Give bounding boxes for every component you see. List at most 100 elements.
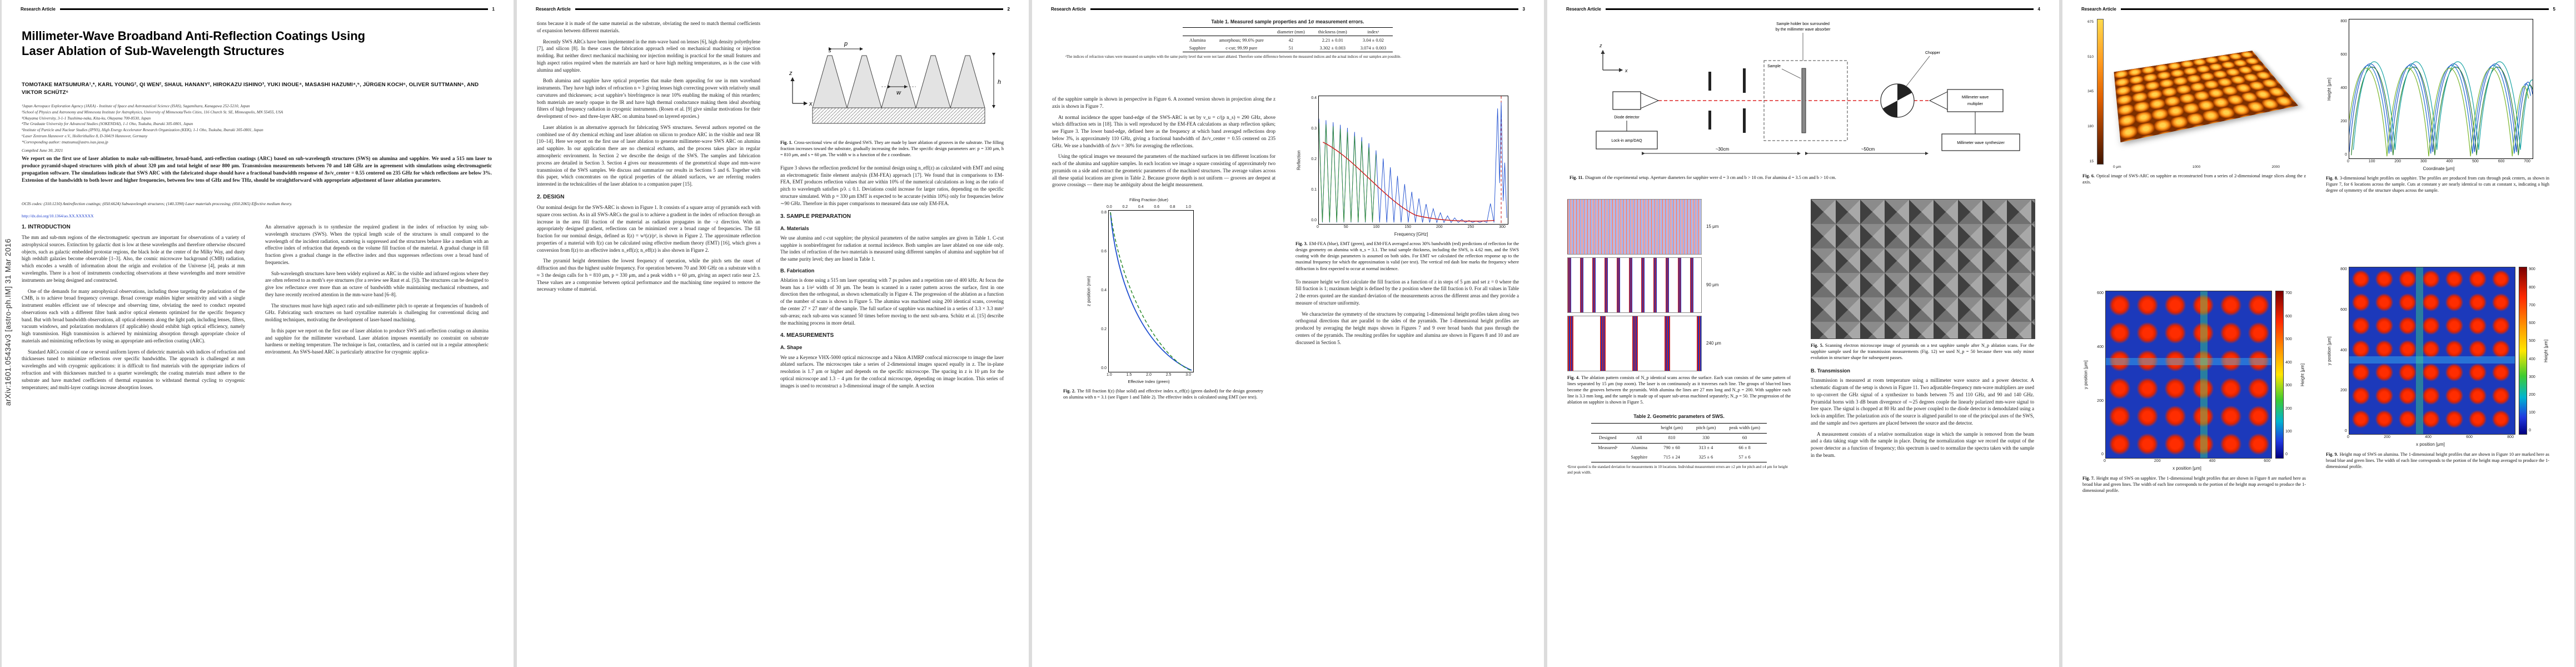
experimental-setup-diagram: z x Diode detector Lock-in amp/DAQ Sampl… <box>1596 22 2020 155</box>
figure-5: Fig. 5. Scanning electron microscope imag… <box>1811 199 2035 361</box>
table-cell: 60 <box>1742 435 1747 441</box>
paragraph: The structures must have high aspect rat… <box>265 302 489 323</box>
fig6-colorbar <box>2097 19 2104 165</box>
column-right: An alternative approach is to synthesize… <box>265 223 489 645</box>
page-header: Research Article 4 <box>1566 7 2040 12</box>
profile-band-horizontal <box>2105 358 2272 366</box>
section-heading-design: 2. DESIGN <box>537 193 565 200</box>
compiled-date: Compiled June 30, 2021 <box>22 148 63 153</box>
sws-cross-section-diagram: p s h w z x <box>789 41 1001 124</box>
fig7-y-axis-label: y position [μm] <box>2083 360 2089 390</box>
figure-7: y position [μm] 600 400 200 0 700 600 500 400 3… <box>2082 291 2306 493</box>
table-cell: 3.04 ± 0.02 <box>1362 37 1384 43</box>
table-cell: 810 <box>1668 435 1676 441</box>
setup-box-label-1: Sample holder box surrounded <box>1776 22 1830 26</box>
height-map-sapphire <box>2105 291 2273 459</box>
fig9-colorbar <box>2519 267 2528 435</box>
table-cell: Sapphire <box>1631 455 1648 460</box>
subsection-heading-materials: A. Materials <box>780 225 809 231</box>
paragraph: Our nominal design for the SWS-ARC is sh… <box>537 205 760 253</box>
table-2-header: pitch (μm) <box>1696 425 1716 431</box>
ablation-pattern-image: 15 μm 90 μm 240 μm <box>1567 199 1734 371</box>
fig9-y-ticks: 800 600 400 200 0 <box>2340 267 2347 433</box>
setup-box-label-2: by the millimeter wave absorber <box>1776 28 1831 32</box>
paragraph: The pyramid height determines the lowest… <box>537 258 760 292</box>
table-row: Alumina amorphous; 99.6% pure 42 2.21 ± … <box>1183 36 1393 44</box>
setup-chopper-label: Chopper <box>1925 51 1941 55</box>
setup-multiplier-label-2: multiplier <box>1967 102 1984 106</box>
table-2-header: peak width (μm) <box>1729 425 1760 431</box>
setup-lockin-label: Lock-in amp/DAQ <box>1611 139 1642 143</box>
column-left: 1. INTRODUCTION The mm and sub-mm region… <box>22 223 245 645</box>
ablation-zoom-coarse <box>1567 316 1702 371</box>
table-2: Table 2. Geometric parameters of SWS. he… <box>1567 413 1791 475</box>
ablation-zoom-fine <box>1567 199 1702 255</box>
profile-band-vertical <box>2415 267 2423 435</box>
page-3: Research Article 3 Table 1. Measured sam… <box>1032 0 1544 667</box>
column-right: p s h w z x Fig. 1. Cross-sectional view … <box>780 20 1004 648</box>
table-cell: 790 ± 60 <box>1663 445 1680 451</box>
fig3-x-ticks: 0 50 100 150 200 250 300 <box>1317 225 1506 229</box>
figure-9-caption: Fig. 9. Height map of SWS on alumina. The… <box>2326 451 2549 469</box>
fig2-bottom-ticks: 1.0 1.5 2.0 2.5 3.0 <box>1107 372 1191 377</box>
page-number: 3 <box>1522 7 1525 12</box>
height-map-alumina <box>2348 267 2516 435</box>
fig2-y-axis-label: z position (mm) <box>1086 276 1092 307</box>
figure-1: p s h w z x Fig. 1. Cross-sectional view … <box>780 20 1004 158</box>
fig7-y-ticks: 600 400 200 0 <box>2097 291 2104 457</box>
section-heading-measurements: 4. MEASUREMENTS <box>780 332 834 339</box>
fig7-colorbar-label: Height [μm] <box>2300 363 2305 386</box>
affiliation: ⁶Laser Zentrum Hannover e.V., Holleritha… <box>22 133 148 138</box>
paragraph: Ablation is done using a 515 nm laser op… <box>780 277 1004 326</box>
page-5: Research Article 5 675 510 345 180 15 0 μm 10… <box>2062 0 2574 667</box>
table-2-header-empty <box>1591 423 1624 433</box>
paragraph: We use alumina and c-cut sapphire; the p… <box>780 235 1004 262</box>
paragraph: To measure height we first calculate the… <box>1296 278 1519 306</box>
column-right: Fig. 5. Scanning electron microscope imag… <box>1811 199 2035 646</box>
table-1-header: indexᵃ <box>1367 29 1379 34</box>
fig9-y-axis-label: y position [μm] <box>2326 336 2332 366</box>
figure-8-caption: Fig. 8. 3-dimensional height profiles on … <box>2326 176 2550 193</box>
header-label: Research Article <box>1051 7 1086 12</box>
paragraph: Figure 3 shows the reflection predicted … <box>780 165 1004 206</box>
header-rule <box>2120 8 2549 10</box>
figure-2-caption: Fig. 2. The fill fraction f(z) (blue soli… <box>1063 389 1263 400</box>
figure-1-caption: Fig. 1. Cross-sectional view of the desig… <box>780 140 1004 157</box>
column-right: Height [μm] 800 600 400 200 0 0 100 200 300 400 5… <box>2326 19 2549 647</box>
paragraph: In this paper we report on the first use… <box>265 327 489 355</box>
affiliation: ²School of Physics and Astronomy and Min… <box>22 109 283 115</box>
section-heading-introduction: 1. INTRODUCTION <box>22 224 71 230</box>
table-cell: 42 <box>1288 37 1294 43</box>
arxiv-sidebar: arXiv:1601.05434v3 [astro-ph.IM] 31 Mar … <box>2 100 13 545</box>
table-row: Sapphire c-cut; 99.99 pure 51 3.302 ± 0.… <box>1183 44 1393 52</box>
figure-9: y position [μm] 800 600 400 200 0 900 800 700 6… <box>2326 267 2549 469</box>
axis-label-z: z <box>789 70 793 77</box>
doi-link[interactable]: http://dx.doi.org/10.1364/ao.XX.XXXXXX <box>22 213 94 218</box>
table-cell: Measuredᵃ <box>1598 445 1618 451</box>
page-number: 4 <box>2037 7 2040 12</box>
table-1-header: diameter (mm) <box>1277 29 1305 34</box>
paragraph: We use a Keyence VHX-5000 optical micros… <box>780 354 1004 389</box>
header-label: Research Article <box>21 7 56 12</box>
setup-axis-x: x <box>1625 68 1628 73</box>
header-label: Research Article <box>536 7 571 12</box>
subsection-heading-transmission: B. Transmission <box>1811 368 1850 374</box>
column-left: 15 μm 90 μm 240 μm Fig. 4. The ablation p… <box>1567 199 1791 646</box>
paragraph: Using the optical images we measured the… <box>1052 153 1275 188</box>
figure-3: Reflection 0.4 0.3 0.2 0.1 0.0 0 50 100 150 200 2… <box>1296 96 1519 272</box>
fig9-x-axis-label: x position [μm] <box>2416 442 2445 447</box>
fig2-top-axis-label: Filling Fraction (blue) <box>1129 197 1169 203</box>
table-cell: Alumina <box>1631 445 1647 451</box>
table-1-header-empty <box>1183 28 1213 36</box>
table-cell: Alumina <box>1189 37 1206 43</box>
table-2-header: height (μm) <box>1661 425 1683 431</box>
page-1: Research Article 1 arXiv:1601.05434v3 [a… <box>2 0 514 667</box>
figure-11: z x Diode detector Lock-in amp/DAQ Sampl… <box>1569 17 2036 168</box>
fig8-x-ticks: 0 100 200 300 400 500 600 700 <box>2347 160 2530 163</box>
page-header: Research Article 3 <box>1051 7 1525 12</box>
table-cell: c-cut; 99.99 pure <box>1225 45 1258 51</box>
table-cell <box>1591 453 1624 462</box>
fig3-y-ticks: 0.4 0.3 0.2 0.1 0.0 <box>1311 96 1317 223</box>
surface-sheet <box>2114 51 2299 143</box>
paragraph: A measurement consists of a relative nor… <box>1811 431 2034 458</box>
